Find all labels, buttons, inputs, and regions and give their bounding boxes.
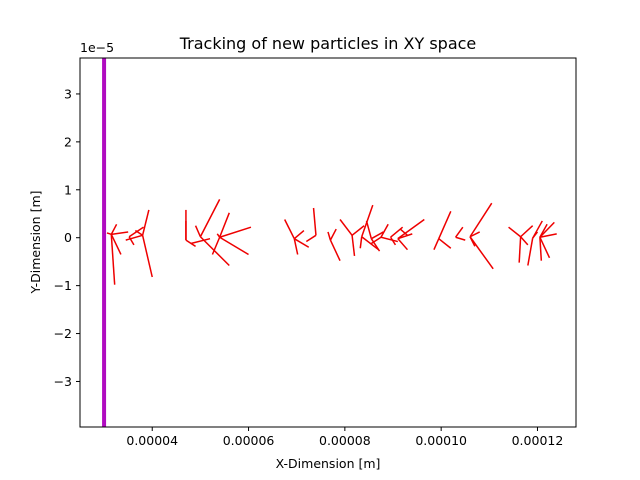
track-segment bbox=[216, 233, 221, 238]
y-tick-label: 2 bbox=[64, 134, 72, 149]
y-tick-label: −3 bbox=[54, 374, 72, 389]
track-segment bbox=[194, 225, 202, 238]
track-segment bbox=[110, 234, 116, 285]
track-segment bbox=[312, 207, 317, 236]
track-segment bbox=[125, 234, 143, 241]
x-tick-label: 0.00010 bbox=[415, 433, 467, 448]
track-segment bbox=[539, 233, 557, 238]
track-segment bbox=[438, 211, 452, 239]
track-segment bbox=[351, 225, 365, 236]
track-segment bbox=[370, 231, 384, 240]
track-segment bbox=[293, 238, 299, 255]
track-segment bbox=[211, 236, 221, 255]
track-segment bbox=[199, 236, 230, 267]
y-offset-label: 1e−5 bbox=[80, 40, 114, 55]
track-segment bbox=[455, 226, 464, 238]
y-tick-label: 3 bbox=[64, 86, 72, 101]
track-segment bbox=[351, 235, 356, 257]
axis-ticks: 0.00004 0.00006 0.00008 0.00010 0.00012 3 2 1 0 −… bbox=[54, 86, 564, 448]
x-tick-label: 0.00004 bbox=[126, 433, 178, 448]
track-segment bbox=[283, 219, 295, 240]
track-segment bbox=[134, 229, 144, 236]
x-tick-label: 0.00012 bbox=[512, 433, 564, 448]
x-tick-label: 0.00008 bbox=[319, 433, 371, 448]
track-segment bbox=[397, 218, 425, 240]
chart-title: Tracking of new particles in XY space bbox=[179, 34, 477, 53]
track-segment bbox=[539, 223, 548, 238]
track-segment bbox=[359, 236, 363, 249]
track-segment bbox=[111, 231, 129, 236]
track-segment bbox=[520, 225, 534, 238]
track-segment bbox=[518, 236, 522, 263]
x-tick-label: 0.00006 bbox=[223, 433, 275, 448]
track-segment bbox=[218, 212, 230, 238]
track-segment bbox=[199, 199, 221, 238]
track-segment bbox=[190, 237, 211, 245]
track-segment bbox=[539, 236, 551, 259]
track-segment bbox=[532, 231, 539, 239]
track-segment bbox=[370, 238, 381, 252]
track-segment bbox=[110, 234, 122, 255]
plot-area bbox=[102, 58, 557, 427]
track-segment bbox=[329, 239, 341, 262]
y-tick-label: 0 bbox=[64, 230, 72, 245]
track-segment bbox=[365, 220, 373, 239]
y-tick-label: 1 bbox=[64, 182, 72, 197]
track-segment bbox=[469, 202, 493, 238]
track-segment bbox=[380, 223, 389, 238]
y-tick-label: −2 bbox=[54, 326, 72, 341]
track-segment bbox=[110, 223, 118, 235]
track-segment bbox=[128, 236, 135, 246]
y-tick-label: −1 bbox=[54, 278, 72, 293]
track-segment bbox=[389, 236, 397, 246]
track-segment bbox=[539, 237, 543, 261]
track-segment bbox=[399, 228, 408, 236]
track-segment bbox=[293, 229, 305, 240]
track-segment bbox=[219, 236, 249, 256]
track-segment bbox=[527, 238, 534, 266]
track-segment bbox=[339, 219, 353, 236]
track-segment bbox=[469, 236, 494, 270]
x-axis-label: X-Dimension [m] bbox=[276, 456, 381, 471]
track-segment bbox=[433, 238, 440, 250]
plot-frame bbox=[79, 57, 577, 428]
track-segment bbox=[438, 238, 452, 249]
track-segment bbox=[397, 238, 409, 251]
y-axis-label: Y-Dimension [m] bbox=[28, 190, 43, 294]
track-segment bbox=[293, 238, 310, 248]
track-segment bbox=[305, 234, 317, 243]
track-segment bbox=[469, 231, 481, 238]
track-segment bbox=[361, 236, 380, 251]
track-segment bbox=[219, 226, 252, 238]
track-segment bbox=[141, 209, 150, 236]
track-segment bbox=[329, 228, 337, 241]
track-segment bbox=[327, 231, 332, 241]
track-segment bbox=[380, 236, 399, 243]
track-segment bbox=[520, 236, 529, 246]
track-segment bbox=[539, 221, 555, 238]
track-segment bbox=[106, 232, 112, 236]
track-segment bbox=[370, 236, 382, 245]
track-segment bbox=[397, 233, 413, 240]
track-segment bbox=[455, 236, 466, 241]
track-segment bbox=[141, 235, 153, 278]
track-segment bbox=[508, 226, 522, 238]
